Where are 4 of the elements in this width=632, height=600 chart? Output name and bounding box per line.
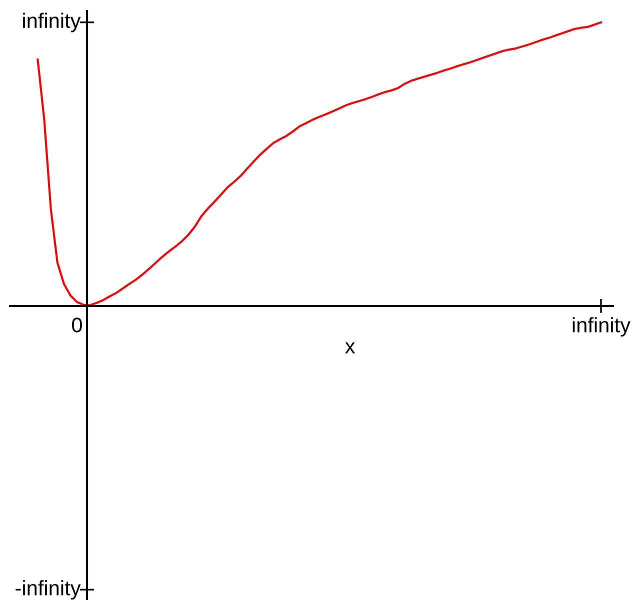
annotation: infinity [23,12,81,32]
x-tick-label: 0 [72,318,82,332]
x-axis-title: x [345,342,356,354]
text: -infinity [16,580,81,600]
